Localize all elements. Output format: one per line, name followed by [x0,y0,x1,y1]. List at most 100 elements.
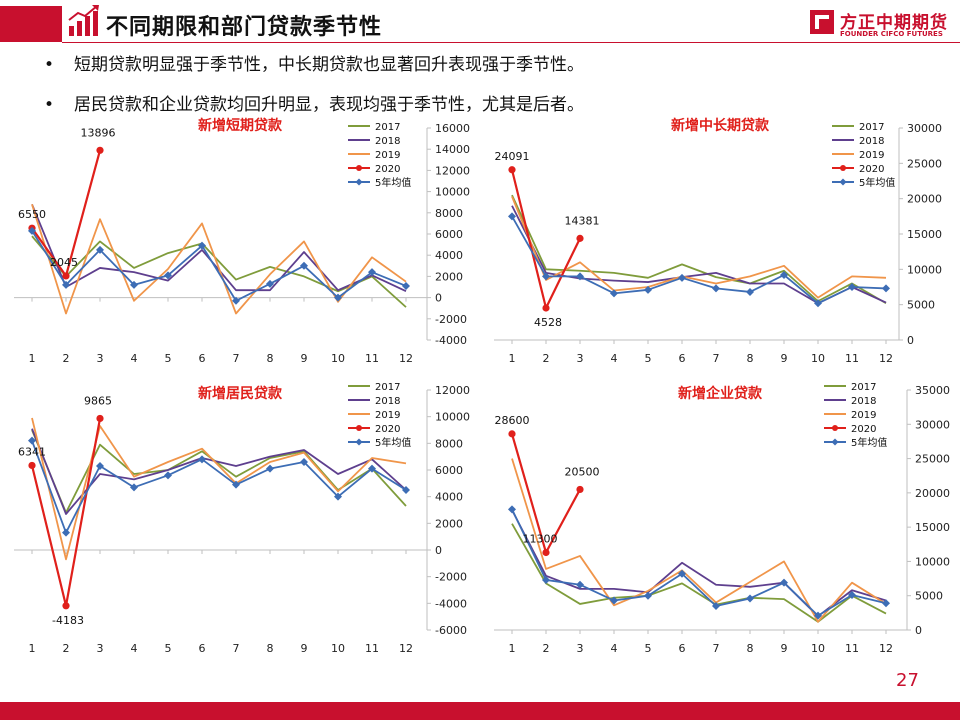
corporate-loans-chart: 0 5000 10000 15000 20000 25000 30000 35000 1 2 3 4 5… [480,372,960,662]
bullet-text: 短期贷款明显强于季节性，中长期贷款也显著回升表现强于季节性。 [74,55,584,75]
x-tick-label: 6 [199,642,206,655]
series-line-s2019 [511,458,887,623]
data-point-avg [130,280,138,289]
y-tick-label: 6000 [435,228,463,241]
data-point-avg [232,480,240,489]
y-tick-label: 10000 [435,411,470,424]
y-tick-label: 20000 [915,487,950,500]
data-point-avg [402,486,410,494]
x-tick-label: 7 [233,352,240,365]
logo-text: 方正中期期货 [840,13,948,33]
y-tick-label: 15000 [907,228,942,241]
data-label-2020: -4183 [52,614,84,627]
data-point-avg [746,594,754,603]
bullet-item: • 居民贷款和企业贷款均回升明显，表现均强于季节性，尤其是后者。 [44,95,584,115]
legend-marker-2020 [832,425,838,431]
legend-label: 2018 [375,136,400,147]
legend-label: 2018 [375,396,400,407]
data-point-avg [780,578,788,587]
data-point-2020 [96,146,104,154]
data-point-avg [644,591,652,600]
x-tick-label: 6 [679,642,686,655]
y-tick-label: 0 [915,624,922,637]
data-point-avg [96,245,104,254]
legend-marker-avg [831,438,839,446]
data-point-avg [164,471,172,480]
data-label-2020: 6550 [18,208,46,221]
x-tick-label: 10 [811,642,825,655]
page-title: 不同期限和部门贷款季节性 [106,15,383,40]
data-point-2020 [508,430,516,438]
x-tick-label: 9 [781,352,788,365]
data-point-avg [62,280,70,289]
y-tick-label: 4000 [435,491,463,504]
legend-label: 2019 [859,150,884,161]
x-tick-label: 4 [131,642,138,655]
data-point-avg [368,464,376,473]
title-divider [62,42,960,43]
x-tick-label: 12 [399,642,413,655]
y-tick-label: 6000 [435,464,463,477]
data-point-avg [508,505,516,514]
x-tick-label: 1 [29,352,36,365]
x-tick-label: 12 [879,352,893,365]
data-point-2020 [96,414,104,423]
data-point-avg [334,293,342,302]
series-line-s2018 [31,428,407,515]
y-tick-label: 25000 [915,453,950,466]
y-tick-label: 10000 [915,555,950,568]
household-loans-chart: -6000 -4000 -2000 0 2000 4000 6000 8000 10000 120… [0,372,480,662]
data-point-avg [712,284,720,293]
bar-growth-icon [68,5,99,36]
data-point-avg [266,464,274,473]
data-point-avg [848,591,856,600]
slide-header: 不同期限和部门贷款季节性 方正中期期货 FOUNDER CIFCO FUTURE… [0,0,960,46]
chart-title: 新增企业贷款 [678,385,763,402]
x-tick-label: 2 [63,352,70,365]
legend-label: 5年均值 [851,436,887,449]
legend-label: 5年均值 [859,176,895,189]
data-point-avg [610,289,618,298]
y-tick-label: 8000 [435,437,463,450]
y-tick-label: 5000 [907,299,935,312]
data-label-2020: 6341 [18,445,46,458]
data-point-avg [814,299,822,308]
y-tick-label: 10000 [435,186,470,199]
x-tick-label: 3 [577,642,584,655]
data-point-2020 [542,304,550,312]
data-point-avg [266,279,274,288]
legend-label: 2020 [859,164,884,175]
series-line-avg [31,440,407,534]
data-point-avg [576,580,584,589]
x-tick-label: 5 [645,352,652,365]
series-line-s2018 [511,509,887,618]
y-tick-label: 0 [435,544,442,557]
series-line-s2017 [511,523,887,623]
x-tick-label: 6 [199,352,206,365]
data-label-2020: 9865 [84,394,112,407]
series-line-avg [31,230,407,302]
series-line-avg [511,215,887,305]
x-tick-label: 9 [301,352,308,365]
data-label-2020: 28600 [495,414,530,427]
chart-title: 新增中长期贷款 [671,117,770,134]
x-tick-label: 9 [781,642,788,655]
x-tick-label: 11 [365,352,379,365]
data-point-2020 [576,234,584,242]
x-tick-label: 12 [879,642,893,655]
legend-label: 2020 [851,424,876,435]
data-point-avg [712,602,720,610]
series-line-s2018 [31,203,407,293]
data-point-avg [678,273,686,282]
x-tick-label: 9 [301,642,308,655]
data-point-avg [508,212,516,221]
data-point-avg [232,296,240,305]
data-point-2020 [542,548,550,557]
legend-label: 2019 [375,150,400,161]
data-point-avg [644,285,652,294]
x-tick-label: 11 [845,642,859,655]
y-tick-label: 2000 [435,517,463,530]
company-logo: 方正中期期货 FOUNDER CIFCO FUTURES [810,6,950,40]
y-tick-label: -4000 [435,334,467,347]
